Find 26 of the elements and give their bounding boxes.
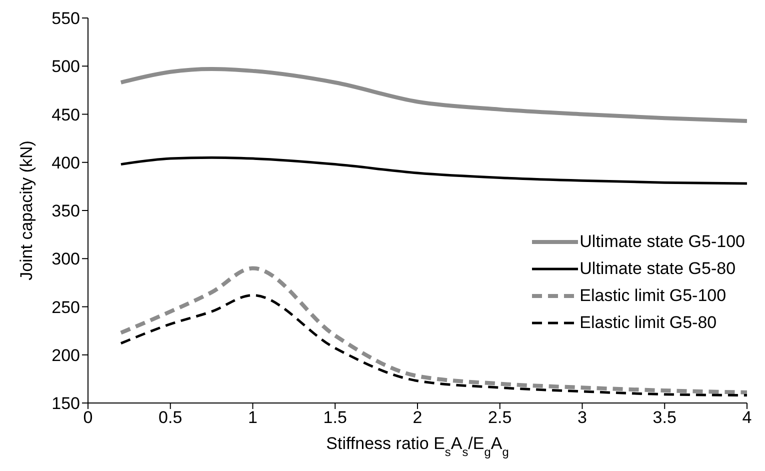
- y-tick-label: 500: [52, 57, 80, 76]
- x-tick-label: 2.5: [488, 408, 512, 428]
- y-tick-label: 350: [52, 202, 80, 221]
- x-tick-label: 3: [578, 408, 587, 428]
- y-tick-label: 150: [52, 394, 80, 414]
- x-tick-label: 1.5: [323, 408, 347, 428]
- legend-label: Ultimate state G5-80: [580, 258, 736, 278]
- y-axis-title: Joint capacity (kN): [17, 140, 36, 280]
- legend-label: Elastic limit G5-80: [580, 312, 717, 332]
- x-tick-label: 1: [248, 408, 258, 428]
- x-tick-label: 4: [742, 408, 752, 428]
- legend-label: Ultimate state G5-100: [580, 232, 745, 252]
- x-tick-label: 0.5: [158, 408, 182, 428]
- y-tick-label: 200: [52, 346, 80, 365]
- y-tick-label: 250: [52, 298, 80, 317]
- x-tick-label: 3.5: [652, 408, 676, 428]
- legend-label: Elastic limit G5-100: [580, 286, 726, 306]
- x-tick-label: 0: [83, 408, 93, 428]
- x-tick-label: 2: [412, 408, 422, 428]
- y-tick-label: 400: [52, 153, 80, 172]
- x-axis-title: Stiffness ratio E$_{s}$A$_{s}$/E$_{g}$A$_{g}$: [326, 434, 509, 459]
- y-tick-label: 450: [52, 105, 80, 124]
- y-tick-label: 300: [52, 250, 80, 269]
- line-series: [120, 156, 747, 185]
- y-tick-label: 550: [52, 9, 80, 28]
- line-series: [118, 67, 747, 123]
